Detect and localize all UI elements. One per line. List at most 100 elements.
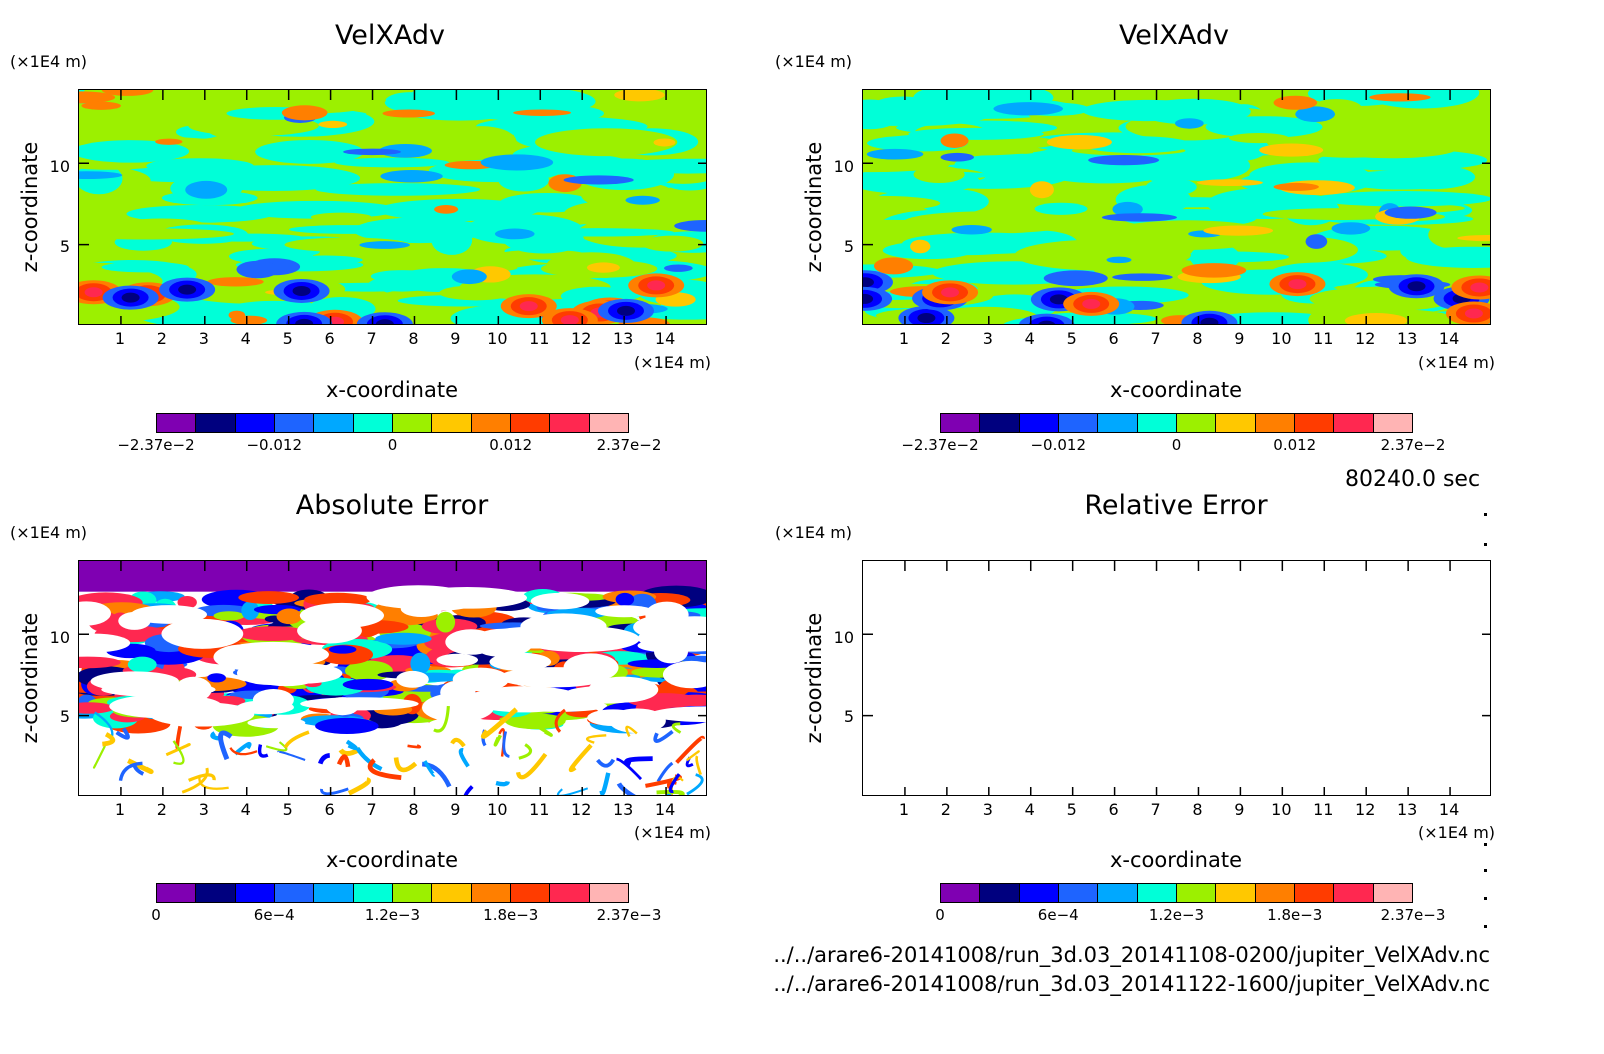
heatmap-blob [84, 287, 103, 298]
heatmap-blob [101, 682, 216, 697]
heatmap-blob [1385, 164, 1476, 190]
margin-dot [1484, 925, 1487, 928]
heatmap-blob [1344, 312, 1408, 324]
heatmap-blob [79, 91, 116, 104]
y-tick: 5 [843, 707, 854, 726]
heatmap-blob [941, 287, 960, 298]
y-tick: 10 [49, 157, 70, 176]
heatmap-streak [515, 752, 548, 780]
colorbar-swatch [314, 414, 354, 432]
heatmap-blob [588, 676, 659, 703]
heatmap-field [863, 561, 1490, 795]
heatmap-streak [218, 730, 233, 761]
heatmap-blob [563, 175, 634, 185]
x-tick: 2 [156, 800, 167, 819]
x-tick: 7 [366, 800, 377, 819]
colorbar-swatch [941, 884, 981, 902]
heatmap-blob [396, 596, 473, 611]
heatmap-blob [1470, 282, 1489, 293]
y-unit: (×1E4 m) [775, 52, 853, 71]
heatmap-streak [92, 745, 106, 769]
colorbar-swatch [550, 884, 590, 902]
heatmap-blob [1029, 181, 1054, 199]
heatmap-blob [79, 633, 131, 653]
x-tick: 7 [1150, 800, 1161, 819]
heatmap-blob [1407, 281, 1426, 292]
colorbar-swatch [1373, 884, 1412, 902]
x-tick: 8 [408, 800, 419, 819]
heatmap-streak [463, 785, 474, 795]
file-path-2: ../../arare6-20141008/run_3d.03_20141122… [773, 972, 1490, 996]
colorbar-swatch [510, 884, 551, 902]
heatmap-blob [451, 269, 487, 285]
heatmap-blob [118, 611, 151, 630]
heatmap-blob [1315, 191, 1490, 207]
margin-dot [1484, 543, 1487, 546]
heatmap-streak [450, 737, 466, 748]
y-unit: (×1E4 m) [775, 523, 853, 542]
heatmap-blob [910, 239, 931, 254]
heatmap-blob [238, 591, 300, 604]
heatmap-blob [79, 163, 123, 195]
colorbar-swatch [432, 414, 472, 432]
heatmap-blob [297, 617, 362, 644]
heatmap-blob [101, 90, 154, 96]
heatmap-blob [1259, 143, 1324, 157]
x-tick: 14 [654, 329, 676, 348]
heatmap-blob [653, 138, 676, 147]
colorbar-swatch [1216, 884, 1256, 902]
x-tick: 2 [156, 329, 167, 348]
heatmap-blob [480, 154, 554, 171]
heatmap-blob [228, 310, 246, 320]
heatmap-blob [288, 225, 409, 234]
colorbar-tick: 2.37e−2 [596, 436, 662, 454]
time-label: 80240.0 sec [1345, 467, 1481, 492]
colorbar-tick: 1.8e−3 [1267, 906, 1323, 924]
heatmap-blob [79, 656, 121, 669]
heatmap-blob [863, 100, 993, 127]
heatmap-blob [560, 315, 579, 324]
heatmap-blob [1050, 168, 1161, 184]
heatmap-blob [300, 697, 419, 711]
heatmap-blob [410, 652, 431, 675]
heatmap-blob [380, 169, 443, 183]
heatmap-streak [568, 743, 593, 773]
x-tick: 4 [240, 800, 251, 819]
colorbar-tick: 1.2e−3 [1148, 906, 1205, 924]
colorbar-swatch [980, 414, 1020, 432]
x-tick: 3 [982, 329, 993, 348]
colorbar-swatch [392, 414, 433, 432]
heatmap-blob [595, 605, 654, 618]
x-tick: 12 [571, 800, 592, 819]
heatmap-streak [367, 758, 402, 781]
heatmap-streak [671, 722, 682, 734]
heatmap-blob [1428, 220, 1489, 250]
heatmap-blob [1205, 116, 1323, 138]
heatmap-streak [656, 761, 674, 783]
colorbar-swatch [1334, 414, 1374, 432]
heatmap-streak [616, 782, 636, 795]
heatmap-blob [378, 144, 432, 158]
x-tick: 8 [1192, 800, 1203, 819]
heatmap-blob [674, 219, 706, 232]
x-tick: 1 [114, 800, 126, 819]
colorbar-tick: 0 [151, 906, 161, 924]
heatmap-blob [993, 102, 1063, 116]
colorbar-tick: 0.012 [1273, 436, 1317, 454]
heatmap-blob [1197, 179, 1263, 187]
heatmap-streak [458, 748, 470, 768]
colorbar-swatch [157, 414, 197, 432]
heatmap-blob [318, 120, 348, 128]
heatmap-blob [79, 601, 111, 626]
heatmap-blob [671, 694, 706, 707]
heatmap-blob [213, 611, 245, 621]
heatmap-blob [228, 248, 314, 265]
heatmap-blob [1331, 222, 1371, 235]
x-tick: 12 [571, 329, 592, 348]
heatmap-blob [913, 165, 965, 183]
heatmap-blob [359, 241, 410, 249]
colorbar [156, 883, 629, 903]
